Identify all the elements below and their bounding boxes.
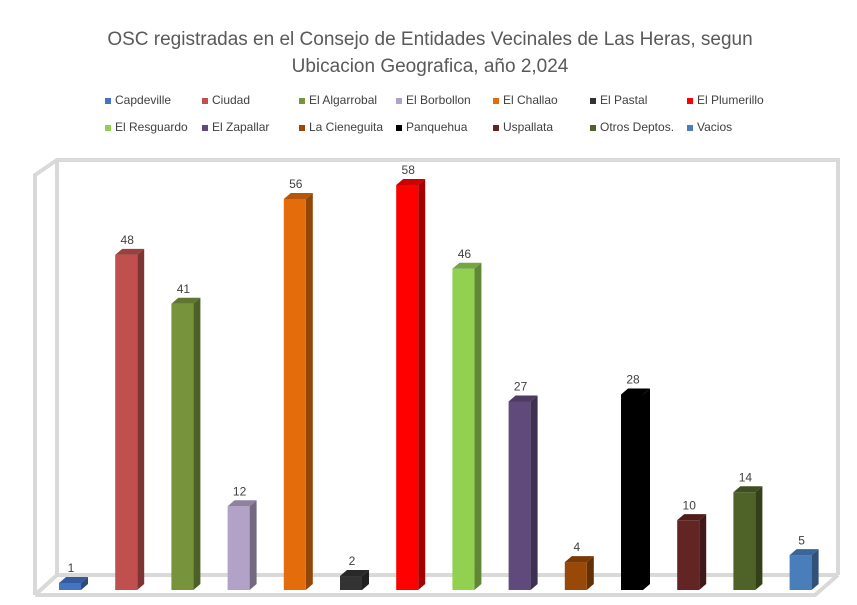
bar-side bbox=[193, 297, 201, 590]
legend-label: El Challao bbox=[503, 93, 558, 107]
bar-top bbox=[789, 549, 819, 556]
bar-side bbox=[474, 262, 482, 590]
data-label: 4 bbox=[573, 540, 580, 554]
data-label: 46 bbox=[458, 247, 472, 261]
bar-side bbox=[362, 570, 369, 590]
bar-top bbox=[564, 556, 594, 563]
legend-label: Uspallata bbox=[503, 120, 553, 134]
legend-swatch bbox=[687, 98, 693, 104]
legend-swatch bbox=[105, 125, 111, 131]
legend-label: El Borbollon bbox=[406, 93, 471, 107]
data-label: 14 bbox=[739, 470, 753, 484]
data-label: 12 bbox=[233, 484, 247, 498]
bar bbox=[452, 268, 475, 590]
bar-top bbox=[283, 192, 313, 199]
bar-side bbox=[755, 486, 763, 590]
bar-side bbox=[305, 192, 313, 590]
bar-top bbox=[621, 388, 650, 395]
data-label: 28 bbox=[626, 373, 640, 387]
data-label: 48 bbox=[121, 233, 135, 247]
bar-top bbox=[396, 179, 426, 185]
bar-side bbox=[699, 514, 707, 590]
data-label: 41 bbox=[177, 282, 191, 296]
bar-top bbox=[733, 486, 763, 493]
bar bbox=[564, 562, 587, 590]
bar-top bbox=[508, 395, 538, 402]
bar bbox=[171, 303, 194, 590]
bar bbox=[508, 401, 531, 590]
chart-title: OSC registradas en el Consejo de Entidad… bbox=[107, 29, 753, 77]
legend-label: El Plumerillo bbox=[697, 93, 764, 107]
data-label: 5 bbox=[798, 533, 805, 547]
legend-label: Ciudad bbox=[212, 93, 250, 107]
bar-top bbox=[340, 570, 369, 577]
bar bbox=[677, 520, 700, 590]
floor-edge bbox=[33, 573, 59, 597]
legend-swatch bbox=[493, 98, 499, 104]
bar-top bbox=[115, 248, 145, 255]
bar-side bbox=[418, 179, 426, 590]
bar bbox=[227, 506, 250, 590]
data-label: 58 bbox=[402, 163, 416, 177]
legend-swatch bbox=[687, 125, 693, 131]
bar-side bbox=[249, 500, 257, 590]
bar-top bbox=[59, 577, 88, 584]
data-label: 56 bbox=[289, 177, 303, 191]
legend-swatch bbox=[590, 125, 596, 131]
bar bbox=[621, 394, 643, 590]
legend-swatch bbox=[202, 98, 208, 104]
bar-top bbox=[227, 500, 257, 507]
bar-side bbox=[811, 549, 819, 590]
back-wall bbox=[33, 158, 840, 595]
data-label: 2 bbox=[349, 554, 356, 568]
bar bbox=[340, 576, 362, 590]
bar bbox=[59, 583, 81, 590]
bar-top bbox=[677, 514, 707, 521]
legend-swatch bbox=[299, 98, 305, 104]
legend-label: Panquehua bbox=[406, 120, 468, 134]
legend-label: Vacios bbox=[697, 120, 732, 134]
bar-side bbox=[137, 248, 145, 591]
legend-label: El Zapallar bbox=[212, 120, 269, 134]
legend-label: El Pastal bbox=[600, 93, 647, 107]
bar-top bbox=[171, 297, 201, 304]
legend-swatch bbox=[493, 125, 499, 131]
legend-label: Otros Deptos. bbox=[600, 120, 674, 134]
data-label: 27 bbox=[514, 380, 528, 394]
legend-swatch bbox=[299, 125, 305, 131]
legend-swatch bbox=[396, 98, 402, 104]
legend-label: La Cieneguita bbox=[309, 120, 383, 134]
bar-side bbox=[643, 388, 650, 590]
floor-front bbox=[35, 573, 840, 597]
bar-top bbox=[452, 262, 482, 269]
legend-label: El Resguardo bbox=[115, 120, 188, 134]
bar-side bbox=[81, 577, 88, 590]
bar bbox=[283, 198, 306, 590]
data-label: 10 bbox=[683, 498, 697, 512]
legend-swatch bbox=[590, 98, 596, 104]
bar bbox=[733, 492, 756, 590]
frame bbox=[33, 158, 840, 597]
bar bbox=[115, 254, 138, 591]
bar-side bbox=[586, 556, 594, 590]
legend-swatch bbox=[105, 98, 111, 104]
legend-label: El Algarrobal bbox=[309, 93, 377, 107]
bar bbox=[396, 185, 419, 590]
legend-swatch bbox=[202, 125, 208, 131]
bar bbox=[789, 555, 812, 590]
legend-label: Capdeville bbox=[115, 93, 171, 107]
data-label: 1 bbox=[68, 561, 75, 575]
legend-swatch bbox=[396, 125, 402, 131]
bar-side bbox=[530, 395, 538, 590]
